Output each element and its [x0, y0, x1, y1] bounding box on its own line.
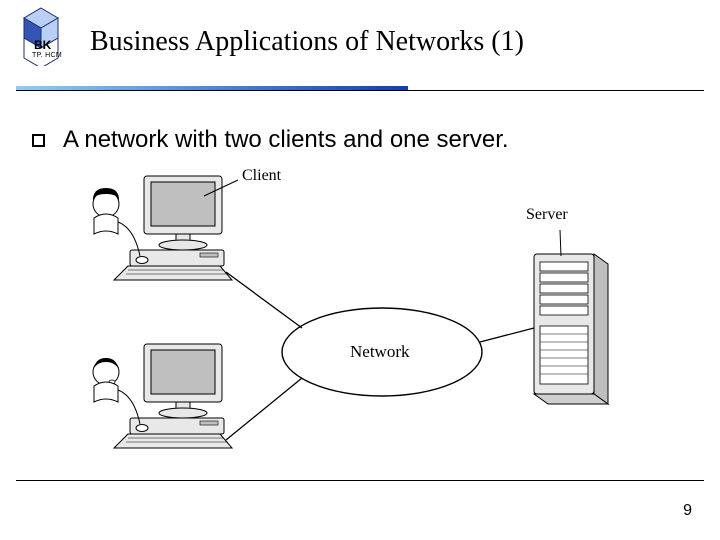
- label-client: Client: [242, 167, 281, 185]
- label-network: Network: [350, 342, 409, 362]
- label-server: Server: [526, 206, 568, 224]
- page-number: 9: [683, 502, 692, 520]
- footer-rule: [16, 480, 704, 481]
- bk-logo: BK TP. HCM: [10, 6, 72, 66]
- bullet-marker-icon: [32, 134, 45, 147]
- network-diagram: Client Server Network: [74, 168, 634, 464]
- slide-title: Business Applications of Networks (1): [90, 26, 524, 58]
- bullet-item: A network with two clients and one serve…: [32, 126, 509, 154]
- logo-subtext: TP. HCM: [32, 52, 62, 59]
- title-underline: [16, 86, 704, 91]
- bullet-text: A network with two clients and one serve…: [63, 126, 509, 154]
- logo-text: BK: [34, 38, 51, 52]
